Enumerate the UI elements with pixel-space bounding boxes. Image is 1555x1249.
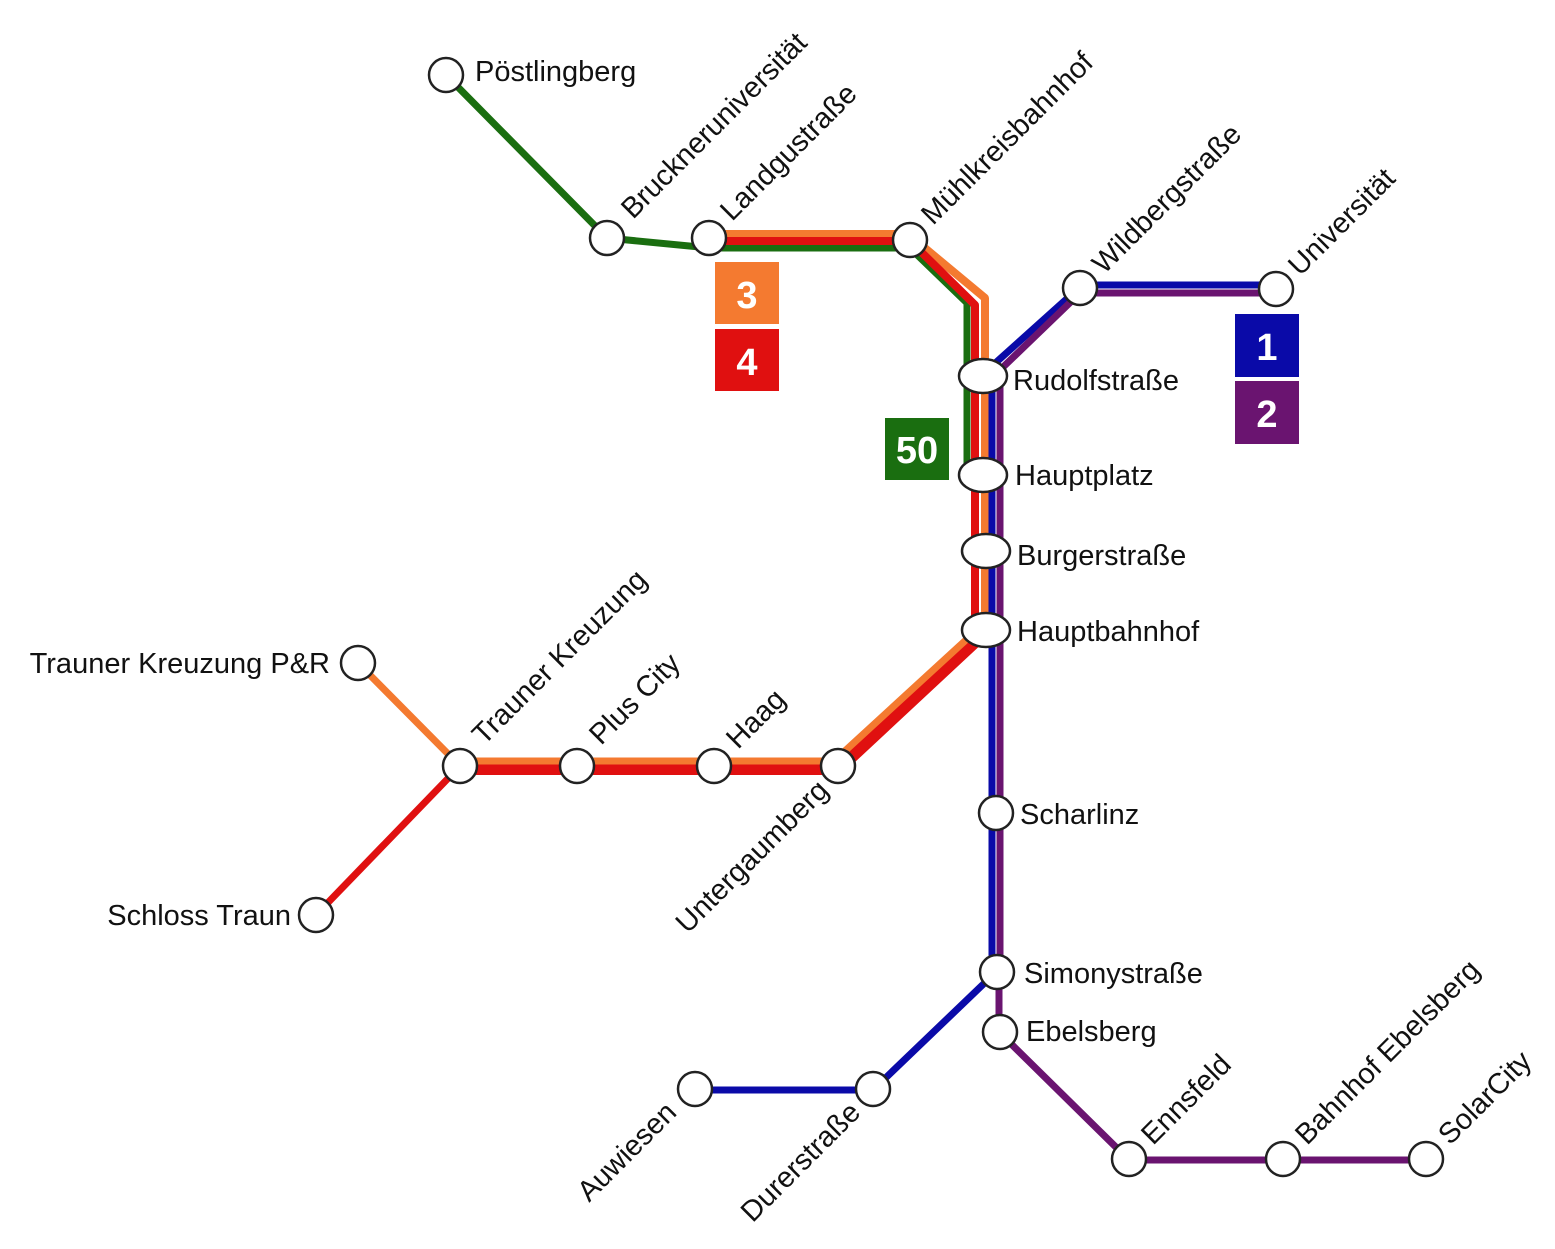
label-bruckneruniversitaet: Bruckneruniversität xyxy=(615,27,813,225)
label-trauner-kreuzung-pr: Trauner Kreuzung P&R xyxy=(30,648,330,680)
stop-labels: Pöstlingberg Rudolfstraße Hauptplatz Bur… xyxy=(30,27,1539,1229)
stop-muehlkreisbahnhof[interactable] xyxy=(891,221,929,259)
stop-auwiesen[interactable] xyxy=(676,1070,714,1108)
stop-schloss-traun[interactable] xyxy=(297,896,335,934)
line-3-badge xyxy=(715,262,779,324)
label-haag: Haag xyxy=(720,683,792,755)
line-badges: 3 4 1 2 50 xyxy=(715,262,1299,480)
line-4-badge-label: 4 xyxy=(736,342,757,384)
stops xyxy=(297,56,1445,1178)
stop-poestlingberg[interactable] xyxy=(427,56,465,94)
stop-bahnhof-ebelsberg[interactable] xyxy=(1264,1140,1302,1178)
line-4-badge xyxy=(715,329,779,391)
label-burgerstrasse: Burgerstraße xyxy=(1017,540,1186,572)
line-1-badge xyxy=(1235,314,1299,377)
line-3-branch-pr xyxy=(355,660,463,769)
label-universitaet: Universität xyxy=(1282,162,1402,282)
label-wildbergstrasse: Wildbergstraße xyxy=(1086,118,1248,280)
label-simonystrasse: Simonystraße xyxy=(1024,958,1203,990)
stop-hauptbahnhof[interactable] xyxy=(960,611,1012,649)
line-50-segment xyxy=(443,72,971,475)
line-50-badge-label: 50 xyxy=(896,430,938,472)
stop-ebelsberg[interactable] xyxy=(981,1013,1019,1051)
stop-simonystrasse[interactable] xyxy=(978,953,1016,991)
stop-rudolfstrasse[interactable] xyxy=(957,357,1009,395)
stop-durerstrasse[interactable] xyxy=(854,1070,892,1108)
line-2-badge-label: 2 xyxy=(1256,394,1277,436)
label-ennsfeld: Ennsfeld xyxy=(1135,1049,1237,1151)
stop-untergaumberg[interactable] xyxy=(819,747,857,785)
line-2-segment-north xyxy=(996,289,1276,970)
label-hauptbahnhof: Hauptbahnhof xyxy=(1017,616,1200,648)
label-plus-city: Plus City xyxy=(583,647,687,751)
label-schloss-traun: Schloss Traun xyxy=(107,900,291,932)
stop-landgutstrasse[interactable] xyxy=(690,219,728,257)
stop-haag[interactable] xyxy=(695,747,733,785)
stop-wildbergstrasse[interactable] xyxy=(1061,269,1099,307)
label-poestlingberg: Pöstlingberg xyxy=(475,56,636,88)
label-auwiesen: Auwiesen xyxy=(571,1096,683,1208)
line-50-badge xyxy=(885,418,949,480)
stop-plus-city[interactable] xyxy=(558,747,596,785)
line-2-badge xyxy=(1235,381,1299,444)
stop-trauner-kreuzung[interactable] xyxy=(441,747,479,785)
line-4-branch-schloss xyxy=(313,763,463,918)
label-solarcity: SolarCity xyxy=(1432,1045,1538,1151)
stop-universitaet[interactable] xyxy=(1257,270,1295,308)
stop-bruckneruniversitaet[interactable] xyxy=(588,219,626,257)
label-ebelsberg: Ebelsberg xyxy=(1026,1016,1157,1048)
line-1-badge-label: 1 xyxy=(1256,327,1277,369)
label-hauptplatz: Hauptplatz xyxy=(1015,460,1154,492)
stop-solarcity[interactable] xyxy=(1407,1140,1445,1178)
stop-scharlinz[interactable] xyxy=(977,794,1015,832)
stop-burgerstrasse[interactable] xyxy=(960,532,1012,570)
line-1-segment-south xyxy=(695,969,999,1094)
stop-trauner-kreuzung-pr[interactable] xyxy=(339,644,377,682)
line-50-route xyxy=(443,72,971,475)
label-rudolfstrasse: Rudolfstraße xyxy=(1013,365,1179,397)
label-durerstrasse: Durerstraße xyxy=(735,1096,867,1228)
label-scharlinz: Scharlinz xyxy=(1020,799,1139,831)
stop-hauptplatz[interactable] xyxy=(957,456,1009,494)
stop-ennsfeld[interactable] xyxy=(1110,1140,1148,1178)
label-muehlkreisbahnhof: Mühlkreisbahnhof xyxy=(915,46,1100,231)
line-3-badge-label: 3 xyxy=(736,275,757,317)
label-untergaumberg: Untergaumberg xyxy=(670,774,835,939)
